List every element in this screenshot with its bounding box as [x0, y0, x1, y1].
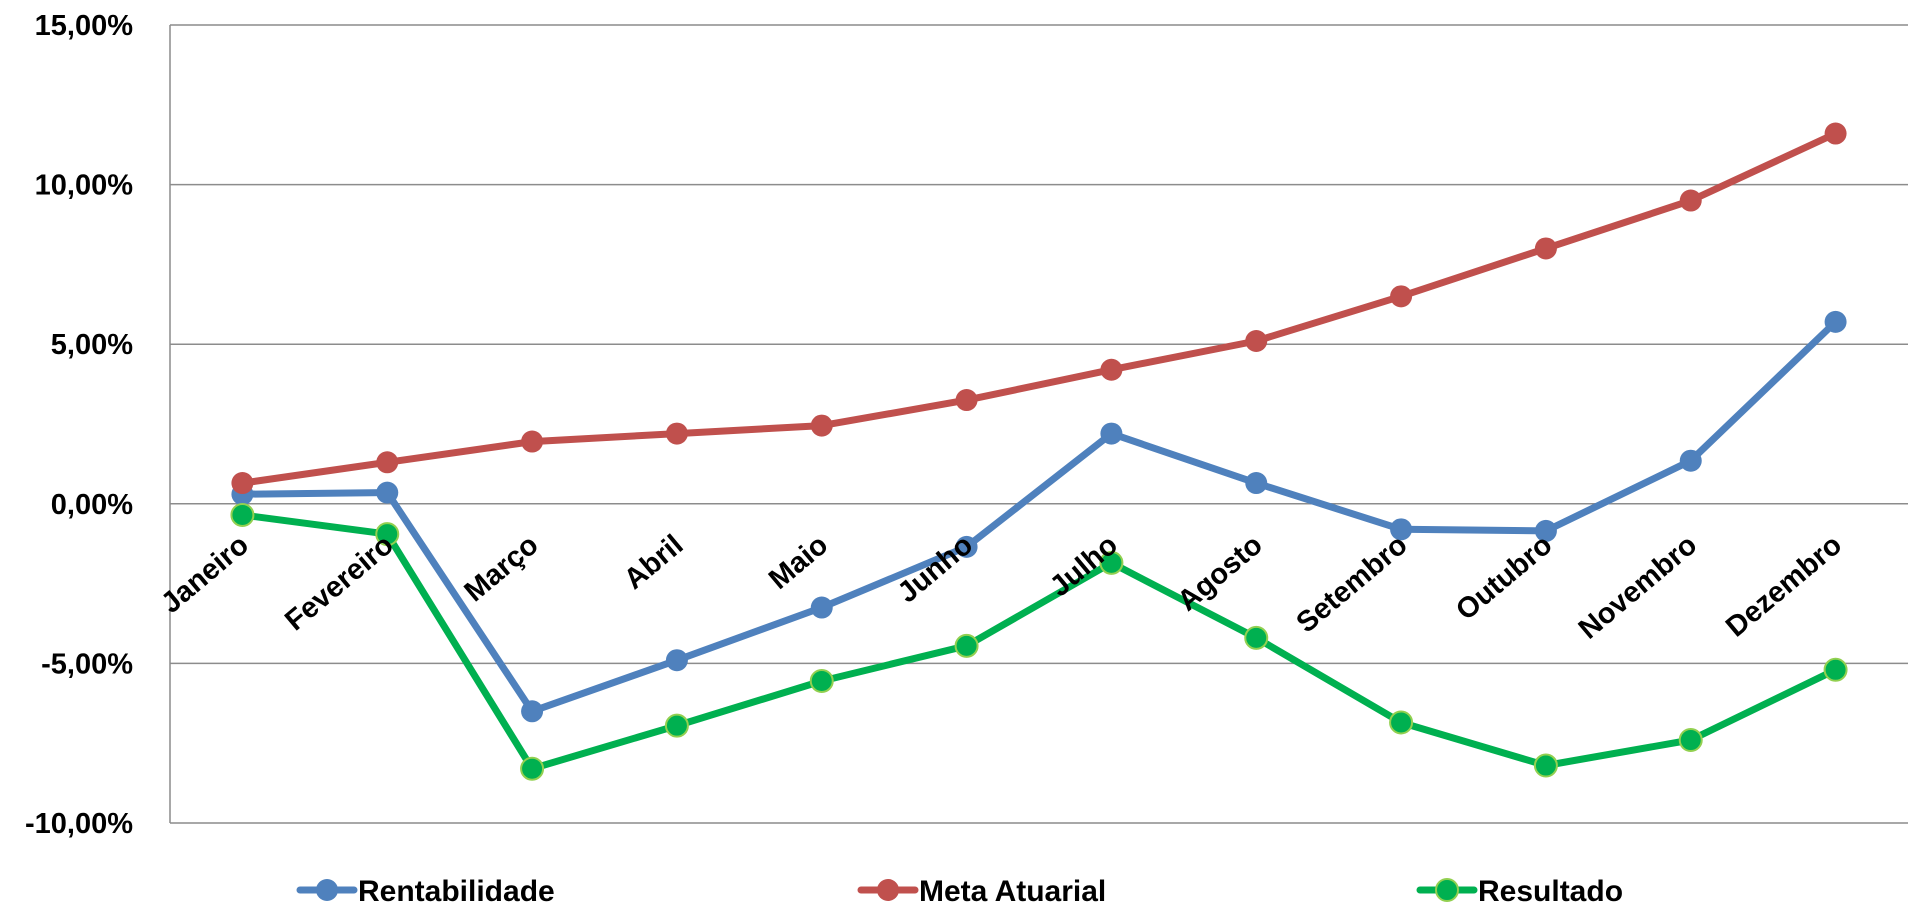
data-point: [1245, 472, 1268, 495]
data-point: [230, 502, 255, 527]
y-tick-label: -10,00%: [25, 808, 133, 840]
data-point: [521, 700, 544, 723]
data-point: [1533, 753, 1558, 778]
legend-label: Resultado: [1478, 875, 1623, 907]
data-point: [1100, 358, 1123, 381]
data-point: [1824, 310, 1847, 333]
data-point: [520, 756, 545, 781]
x-tick-label: Novembro: [1573, 529, 1703, 646]
y-tick-label: 15,00%: [35, 10, 134, 42]
data-point: [664, 713, 689, 738]
data-point: [1534, 237, 1557, 260]
y-axis: 15,00% 10,00% 5,00% 0,00% -5,00% -10,00%: [25, 10, 171, 840]
series-line: [238, 511, 1840, 773]
data-point: [1390, 518, 1413, 541]
y-tick-label: 10,00%: [35, 170, 134, 202]
data-point: [1245, 330, 1268, 353]
legend-label: Rentabilidade: [358, 875, 555, 907]
x-tick-label: Setembro: [1291, 529, 1414, 639]
legend-marker: [1435, 878, 1459, 902]
legend-entry: Rentabilidade: [296, 875, 555, 907]
x-tick-label: Maio: [763, 529, 834, 596]
series-line: [238, 318, 1840, 715]
x-tick-label: Dezembro: [1720, 529, 1848, 644]
data-point: [1390, 285, 1413, 308]
legend-marker: [877, 879, 899, 901]
x-tick-label: Fevereiro: [279, 529, 400, 637]
data-point: [1244, 625, 1269, 650]
data-point: [955, 389, 978, 412]
legend-entry: Resultado: [1416, 875, 1623, 907]
legend-marker: [316, 879, 338, 901]
data-point: [375, 522, 400, 547]
series-rentabilidade: [231, 310, 1847, 723]
data-point: [1100, 422, 1123, 445]
data-point: [376, 481, 399, 504]
y-tick-label: -5,00%: [41, 648, 133, 680]
series-line: [238, 130, 1840, 487]
data-point: [376, 451, 399, 474]
x-tick-label: Março: [459, 529, 545, 608]
y-tick-label: 0,00%: [51, 489, 133, 521]
data-point: [1824, 122, 1847, 145]
data-point: [1389, 710, 1414, 735]
data-point: [521, 430, 544, 453]
data-point: [1679, 189, 1702, 212]
data-point: [810, 596, 833, 619]
x-tick-label: Abril: [618, 529, 689, 596]
x-tick-label: Agosto: [1172, 529, 1269, 618]
data-point: [665, 649, 688, 672]
grid-lines: [170, 24, 1908, 824]
data-point: [1679, 449, 1702, 472]
data-point: [1823, 657, 1848, 682]
x-tick-label: Outubro: [1450, 529, 1558, 627]
legend-label: Meta Atuarial: [919, 875, 1106, 907]
data-point: [810, 414, 833, 437]
data-point: [955, 535, 978, 558]
series-group: [230, 122, 1848, 781]
data-point: [1099, 550, 1124, 575]
legend: Rentabilidade Meta Atuarial Resultado: [296, 875, 1623, 907]
series-resultado: [230, 502, 1848, 781]
data-point: [954, 633, 979, 658]
legend-entry: Meta Atuarial: [857, 875, 1106, 907]
series-meta-atuarial: [231, 122, 1847, 495]
data-point: [665, 422, 688, 445]
y-tick-label: 5,00%: [51, 329, 133, 361]
data-point: [1678, 728, 1703, 753]
data-point: [1534, 519, 1557, 542]
data-point: [231, 472, 254, 495]
data-point: [809, 668, 834, 693]
